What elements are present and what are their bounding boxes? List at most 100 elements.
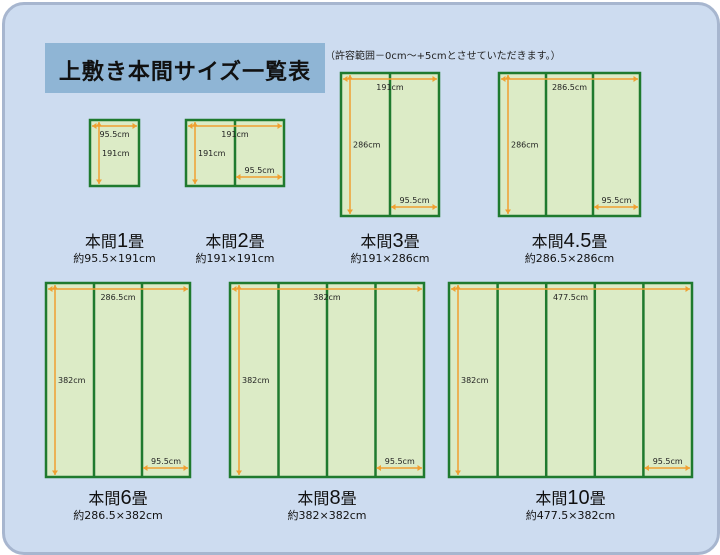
column-width-arrow-head (143, 465, 148, 471)
height-arrow-head (52, 470, 58, 475)
mat-size: 約191×286cm (350, 252, 430, 265)
mat-size: 約382×382cm (287, 509, 367, 522)
width-arrow-head (633, 76, 638, 82)
column-width-arrow-head (183, 465, 188, 471)
height-arrow-head (347, 209, 353, 214)
height-label: 286cm (511, 141, 539, 150)
width-label: 191cm (376, 83, 404, 92)
height-label: 382cm (58, 376, 86, 385)
width-label: 95.5cm (99, 130, 129, 139)
mat-size: 約191×191cm (195, 252, 275, 265)
column-width-arrow-head (594, 204, 599, 210)
mat-name-number: 3 (392, 230, 404, 252)
mat-name-number: 1 (116, 230, 129, 252)
mat-name: 本間6畳 (88, 485, 147, 510)
width-arrow-head (92, 123, 97, 129)
column-width-arrow-head (376, 465, 381, 471)
mat-name: 本間3畳 (360, 228, 419, 253)
column-width-arrow-head (391, 204, 396, 210)
mat-name-suffix: 畳 (248, 232, 265, 251)
mat-name: 本間1畳 (85, 228, 144, 253)
column-width-label: 95.5cm (244, 166, 274, 175)
width-arrow-head (501, 76, 506, 82)
column-width-arrow-head (685, 465, 690, 471)
height-arrow-head (192, 179, 198, 184)
mat-name-prefix: 本間 (360, 232, 393, 251)
column-width-label: 95.5cm (385, 457, 415, 466)
width-arrow-head (232, 286, 237, 292)
tolerance-note: （許容範囲－0cm～+5cmとさせていただきます。） (325, 51, 561, 62)
mat-size: 約286.5×382cm (73, 509, 163, 522)
mat-outline (44, 281, 192, 479)
width-arrow-head (132, 123, 137, 129)
width-arrow-head (188, 123, 193, 129)
mat-outline (497, 71, 642, 218)
column-width-arrow-head (236, 174, 241, 180)
mat-name-prefix: 本間 (88, 489, 121, 508)
mat-diagrams: 95.5cm 191cm 191cm 191cm 95.5cm 191cm 286cm 95.… (44, 71, 694, 479)
height-arrow-head (455, 285, 461, 290)
mat-name-number: 8 (329, 487, 341, 509)
mat-size: 約477.5×382cm (525, 509, 616, 522)
width-arrow-head (432, 76, 437, 82)
width-arrow-head (685, 286, 690, 292)
column-width-label: 95.5cm (653, 457, 683, 466)
mat-name-suffix: 畳 (131, 489, 148, 508)
column-width-label: 95.5cm (151, 457, 181, 466)
mat-name-prefix: 本間 (531, 232, 564, 251)
height-arrow-head (236, 285, 242, 290)
column-width-arrow-head (432, 204, 437, 210)
mat-name: 本間2畳 (205, 228, 264, 253)
column-width-arrow-head (417, 465, 422, 471)
height-arrow-head (96, 122, 102, 127)
width-label: 286.5cm (552, 83, 587, 92)
mat-name: 本間10畳 (535, 485, 605, 510)
width-label: 382cm (313, 293, 341, 302)
height-label: 191cm (198, 149, 226, 158)
mat-name-suffix: 畳 (340, 489, 357, 508)
column-width-arrow-head (633, 204, 638, 210)
width-label: 286.5cm (100, 293, 135, 302)
mat-name-prefix: 本間 (535, 489, 568, 508)
mat-name-suffix: 畳 (591, 232, 608, 251)
mat-name-suffix: 畳 (589, 489, 606, 508)
width-arrow-head (277, 123, 282, 129)
mat-name-number: 2 (237, 230, 249, 252)
column-width-label: 95.5cm (399, 196, 429, 205)
mat-outline (447, 281, 694, 479)
height-label: 382cm (461, 376, 489, 385)
column-width-arrow-head (277, 174, 282, 180)
width-arrow-head (183, 286, 188, 292)
column-width-arrow-head (644, 465, 649, 471)
width-arrow-head (417, 286, 422, 292)
mat-name-number: 4.5 (563, 230, 592, 252)
mat-name-prefix: 本間 (84, 232, 117, 251)
mat-name-suffix: 畳 (128, 232, 145, 251)
height-label: 382cm (242, 376, 270, 385)
page-title: 上敷き本間サイズ一覧表 (58, 60, 312, 85)
height-arrow-head (505, 75, 511, 80)
height-arrow-head (455, 470, 461, 475)
mat-outline (88, 118, 141, 188)
height-label: 286cm (353, 141, 381, 150)
mat-name-number: 6 (120, 487, 132, 509)
width-label: 191cm (221, 130, 249, 139)
height-label: 191cm (102, 149, 130, 158)
height-arrow-head (236, 470, 242, 475)
width-arrow-head (451, 286, 456, 292)
mat-name-prefix: 本間 (205, 232, 238, 251)
mat-name-number: 10 (567, 487, 590, 509)
width-label: 477.5cm (553, 293, 588, 302)
mat-name-prefix: 本間 (297, 489, 330, 508)
height-arrow-head (52, 285, 58, 290)
mat-size: 約286.5×286cm (524, 252, 615, 265)
height-arrow-head (347, 75, 353, 80)
title-banner: 上敷き本間サイズ一覧表 (45, 43, 325, 93)
mat-name-suffix: 畳 (403, 232, 420, 251)
mat-name: 本間4.5畳 (532, 228, 608, 253)
width-arrow-head (343, 76, 348, 82)
mat-name: 本間8畳 (297, 485, 356, 510)
mat-size: 約95.5×191cm (73, 252, 156, 265)
height-arrow-head (505, 209, 511, 214)
